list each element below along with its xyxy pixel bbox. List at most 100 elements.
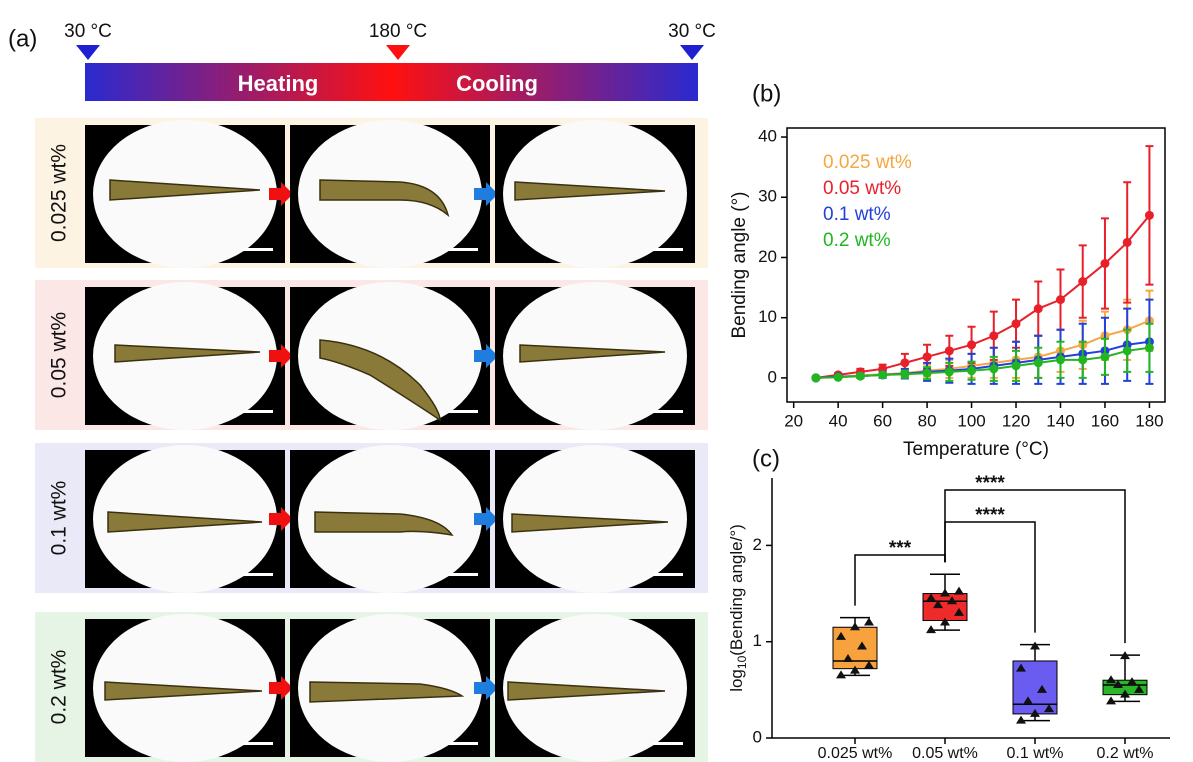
data-point [1134,684,1144,693]
needle [519,344,666,363]
data-point [944,346,954,356]
data-point [1106,696,1116,705]
data-point [954,586,964,595]
data-point [1011,319,1021,329]
marker [386,45,410,60]
y-tick-label: 1 [753,631,762,650]
x-tick-label: 80 [918,411,937,430]
data-point [933,600,943,609]
data-point [1100,352,1110,362]
data-point [1122,346,1132,356]
needle [314,511,454,537]
box [832,626,878,670]
data-point [811,373,821,383]
data-point [967,340,977,350]
temp-label: 30 °C [668,21,716,42]
x-tick-label: 60 [873,411,892,430]
data-point [940,588,950,597]
arrow [474,676,498,700]
needle [319,339,441,422]
data-point [1016,663,1026,672]
data-point [900,369,910,379]
scale-bar [448,742,478,745]
x-tick-label: 140 [1046,411,1074,430]
data-point [1055,295,1065,305]
scale-bar [243,248,273,251]
y-axis-label-part: log [727,669,746,692]
data-point [940,617,950,626]
arrow [269,182,293,206]
significance-label: **** [975,505,1005,526]
data-point [864,660,874,669]
data-point [1023,696,1033,705]
data-point [1100,258,1110,268]
data-point [1113,680,1123,689]
scale-bar [653,248,683,251]
arrow [269,676,293,700]
light-field [298,282,482,430]
data-point [1055,355,1065,365]
data-point [1120,651,1130,660]
data-point [1078,277,1088,287]
row-label: 0.2 wt% [48,650,71,725]
scale-bar [653,410,683,413]
data-point [1044,704,1054,713]
data-point [922,352,932,362]
x-tick-label: 180 [1135,411,1163,430]
legend-label: 0.025 wt% [823,152,912,173]
y-tick-label: 30 [758,187,777,206]
data-point [1011,361,1021,371]
x-tick-label: 0.05 wt% [912,745,978,762]
series-line [815,346,1150,379]
significance-label: *** [889,538,912,559]
needle [511,513,669,533]
data-point [850,622,860,631]
data-point [1122,237,1132,247]
x-tick-label: 0.025 wt% [818,745,893,762]
x-tick-label: 0.1 wt% [1007,745,1064,762]
data-point [833,372,843,382]
arrow [269,507,293,531]
panel-label: (b) [752,80,781,107]
data-point [836,631,846,640]
data-point [843,654,853,663]
data-point [1030,641,1040,650]
row-label: 0.025 wt% [48,144,71,242]
needle [104,681,263,701]
needle [309,681,465,703]
data-point [1033,358,1043,368]
temp-label: 180 °C [369,21,427,42]
gradient-bar [85,63,698,101]
data-point [947,596,957,605]
needle [507,681,666,701]
data-point [926,593,936,602]
x-tick-label: 20 [784,411,803,430]
data-point [855,371,865,381]
plot-frame [786,127,1166,403]
legend-label: 0.1 wt% [823,204,891,225]
marker [680,45,704,60]
series-line [815,340,1150,379]
data-point [1120,689,1130,698]
x-axis-label: Temperature (°C) [903,439,1049,460]
data-point [900,358,910,368]
heating-label: Heating [238,71,319,96]
scale-bar [243,410,273,413]
needle [319,179,450,218]
x-tick-label: 0.2 wt% [1097,745,1154,762]
data-point [836,670,846,679]
marker [76,45,100,60]
scale-bar [243,573,273,576]
arrow [269,344,293,368]
data-point [989,331,999,341]
y-axis-label: Bending angle (°) [729,191,750,338]
data-point [954,607,964,616]
data-point [944,367,954,377]
y-tick-label: 2 [753,535,762,554]
panel-label: (a) [8,25,37,52]
scale-bar [243,742,273,745]
data-point [989,364,999,374]
scale-bar [448,248,478,251]
data-point [1144,343,1154,353]
